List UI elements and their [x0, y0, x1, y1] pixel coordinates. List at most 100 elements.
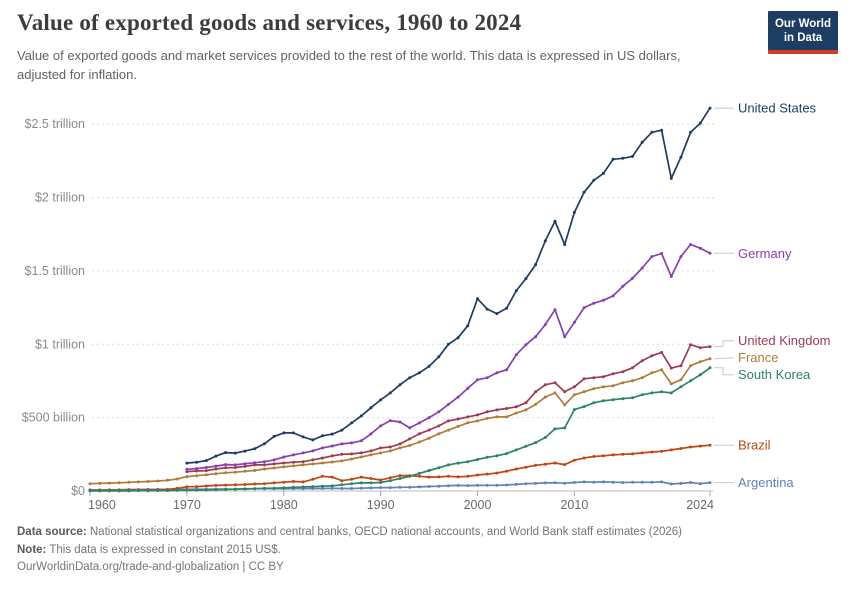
data-point[interactable]	[601, 399, 605, 403]
footer-url-line[interactable]: OurWorldinData.org/trade-and-globalizati…	[17, 561, 284, 573]
data-point[interactable]	[543, 323, 547, 327]
data-point[interactable]	[388, 419, 392, 423]
data-point[interactable]	[301, 480, 305, 484]
data-point[interactable]	[466, 460, 470, 464]
data-point[interactable]	[107, 481, 111, 485]
legend-label-france[interactable]: France	[738, 350, 778, 365]
data-point[interactable]	[640, 359, 644, 363]
data-point[interactable]	[660, 128, 664, 132]
data-point[interactable]	[369, 432, 373, 436]
data-point[interactable]	[185, 461, 189, 465]
data-point[interactable]	[553, 391, 557, 395]
data-point[interactable]	[233, 487, 237, 491]
data-point[interactable]	[485, 455, 489, 459]
data-point[interactable]	[708, 366, 712, 370]
data-point[interactable]	[708, 251, 712, 255]
data-point[interactable]	[505, 483, 509, 487]
data-point[interactable]	[379, 451, 383, 455]
data-point[interactable]	[660, 252, 664, 255]
data-point[interactable]	[495, 371, 499, 375]
data-point[interactable]	[534, 463, 538, 467]
data-point[interactable]	[195, 485, 199, 489]
data-point[interactable]	[505, 306, 509, 310]
data-point[interactable]	[311, 458, 315, 462]
data-point[interactable]	[611, 453, 615, 457]
data-point[interactable]	[611, 398, 615, 402]
data-point[interactable]	[669, 391, 673, 395]
data-point[interactable]	[379, 481, 383, 484]
data-point[interactable]	[669, 382, 673, 386]
data-point[interactable]	[698, 360, 702, 364]
data-point[interactable]	[679, 481, 683, 485]
data-point[interactable]	[301, 460, 305, 464]
data-point[interactable]	[272, 462, 276, 466]
data-point[interactable]	[650, 480, 654, 484]
data-point[interactable]	[485, 483, 489, 487]
data-point[interactable]	[495, 454, 499, 458]
data-point[interactable]	[650, 450, 654, 454]
data-point[interactable]	[582, 390, 586, 394]
data-point[interactable]	[553, 427, 557, 431]
data-point[interactable]	[650, 255, 654, 259]
data-point[interactable]	[592, 455, 596, 458]
data-point[interactable]	[592, 178, 596, 182]
data-point[interactable]	[282, 486, 286, 490]
data-point[interactable]	[88, 482, 92, 486]
data-point[interactable]	[272, 466, 276, 470]
data-point[interactable]	[543, 436, 547, 439]
data-point[interactable]	[640, 140, 644, 144]
data-point[interactable]	[495, 471, 499, 475]
data-point[interactable]	[330, 484, 334, 488]
data-point[interactable]	[340, 487, 344, 490]
data-point[interactable]	[476, 483, 479, 487]
data-point[interactable]	[466, 474, 470, 478]
data-point[interactable]	[437, 475, 441, 479]
data-point[interactable]	[485, 472, 489, 476]
data-point[interactable]	[330, 454, 334, 458]
data-point[interactable]	[408, 444, 412, 447]
data-point[interactable]	[340, 452, 344, 456]
legend-label-united-kingdom[interactable]: United Kingdom	[738, 333, 831, 348]
data-point[interactable]	[514, 411, 518, 415]
data-point[interactable]	[660, 350, 664, 354]
data-point[interactable]	[398, 474, 402, 478]
data-point[interactable]	[592, 401, 596, 405]
data-point[interactable]	[156, 479, 160, 483]
data-point[interactable]	[698, 482, 702, 486]
data-point[interactable]	[98, 489, 102, 493]
data-point[interactable]	[398, 420, 402, 424]
series-line-united-kingdom[interactable]	[186, 343, 711, 473]
data-point[interactable]	[689, 343, 693, 347]
data-point[interactable]	[485, 307, 489, 311]
data-point[interactable]	[495, 415, 499, 419]
data-point[interactable]	[543, 481, 547, 485]
data-point[interactable]	[466, 324, 470, 328]
data-point[interactable]	[689, 481, 693, 484]
data-point[interactable]	[601, 480, 605, 484]
data-point[interactable]	[282, 480, 286, 484]
data-point[interactable]	[408, 437, 412, 441]
data-point[interactable]	[621, 284, 625, 288]
data-point[interactable]	[640, 266, 644, 270]
data-point[interactable]	[224, 463, 228, 467]
data-point[interactable]	[592, 480, 596, 484]
data-point[interactable]	[485, 416, 489, 420]
data-point[interactable]	[572, 320, 576, 324]
data-point[interactable]	[253, 487, 257, 491]
data-point[interactable]	[311, 438, 315, 442]
data-point[interactable]	[601, 171, 605, 175]
data-point[interactable]	[621, 481, 625, 484]
data-point[interactable]	[476, 297, 479, 301]
owid-logo[interactable]: Our World in Data	[768, 11, 838, 54]
data-point[interactable]	[379, 478, 383, 482]
data-point[interactable]	[330, 486, 334, 490]
legend-label-united-states[interactable]: United States	[738, 101, 817, 116]
data-point[interactable]	[350, 457, 354, 461]
data-point[interactable]	[243, 449, 247, 453]
data-point[interactable]	[708, 106, 712, 110]
data-point[interactable]	[330, 460, 334, 464]
data-point[interactable]	[417, 432, 421, 436]
data-point[interactable]	[708, 443, 712, 447]
data-point[interactable]	[369, 481, 373, 485]
data-point[interactable]	[301, 435, 305, 439]
